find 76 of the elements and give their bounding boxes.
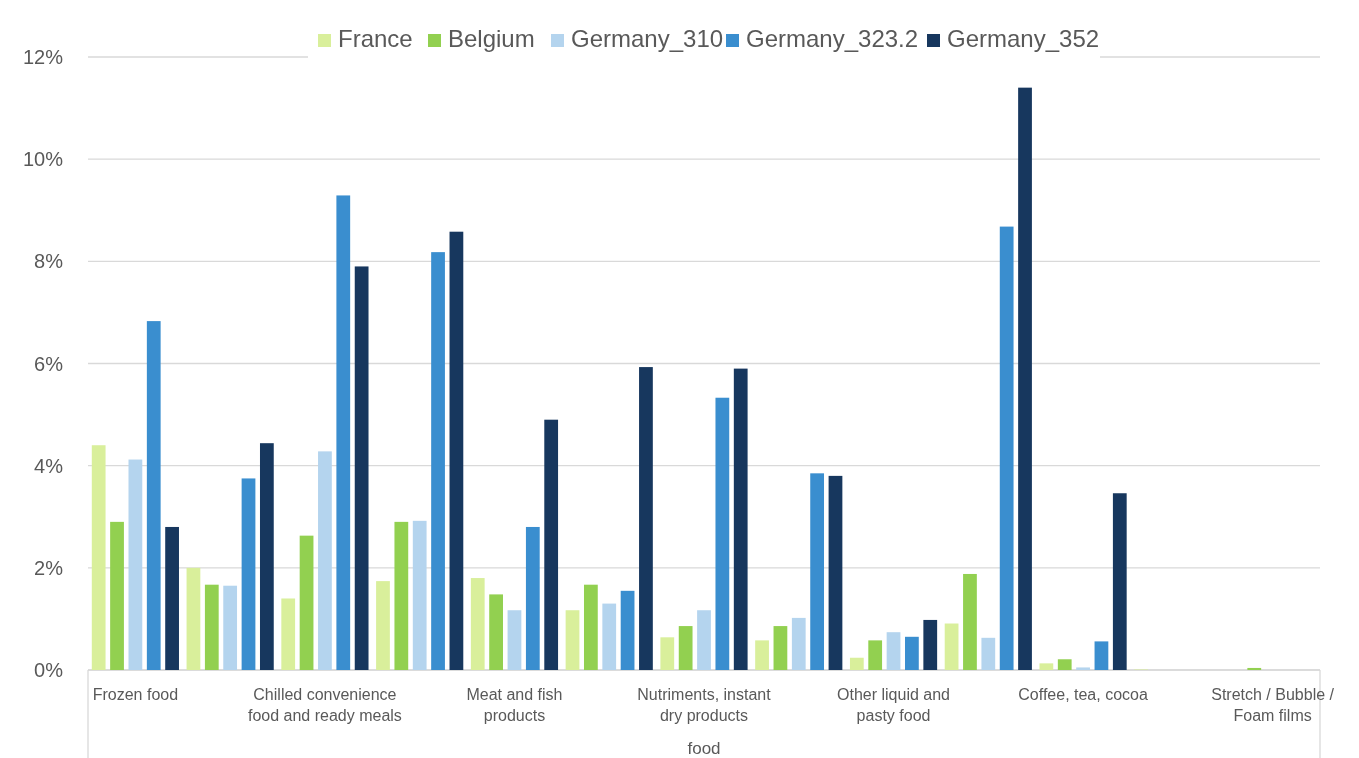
bar <box>868 640 883 670</box>
bar <box>259 443 274 670</box>
legend-label: Belgium <box>448 25 535 52</box>
bar <box>828 475 843 670</box>
bar <box>660 637 675 670</box>
bar <box>1247 667 1262 670</box>
bar <box>639 367 653 670</box>
bar <box>186 567 201 670</box>
x-axis-title: food <box>687 739 721 758</box>
bar <box>697 610 711 670</box>
bar <box>1094 641 1109 670</box>
bar <box>886 632 901 670</box>
bar <box>507 610 522 670</box>
bar <box>318 451 332 670</box>
x-tick-label: Stretch / Bubble / Foam films <box>1211 686 1335 724</box>
bar <box>905 636 919 670</box>
bar <box>1112 493 1127 670</box>
legend-label: Germany_310 <box>571 25 724 52</box>
bar <box>1076 667 1090 670</box>
bar <box>299 535 314 670</box>
bar <box>110 521 124 670</box>
bar <box>849 657 864 670</box>
y-tick-label: 4% <box>34 454 64 477</box>
bar <box>449 231 464 670</box>
bar <box>146 321 161 670</box>
bar <box>223 585 238 670</box>
y-tick-label: 2% <box>34 556 64 579</box>
bar <box>376 581 390 670</box>
bar <box>923 619 938 670</box>
bar <box>165 526 179 670</box>
bar <box>1057 659 1072 670</box>
y-tick-label: 0% <box>34 659 64 681</box>
bar <box>620 590 635 670</box>
bar <box>470 578 485 670</box>
bar <box>733 368 748 670</box>
bar <box>773 626 788 670</box>
legend-label: Germany_323.2 <box>746 25 919 52</box>
bar <box>412 520 427 670</box>
bar <box>999 226 1014 670</box>
bar <box>431 252 445 670</box>
bar <box>755 640 769 670</box>
bar <box>241 478 256 670</box>
legend-label: France <box>338 25 413 52</box>
bar <box>204 584 219 670</box>
bar <box>281 598 296 670</box>
y-tick-label: 10% <box>22 148 64 171</box>
y-tick-label: 6% <box>34 352 64 375</box>
bar <box>525 526 540 670</box>
legend-label: Germany_352 <box>947 25 1100 52</box>
x-tick-label: Nutriments, instant dry products <box>637 686 772 724</box>
bar <box>544 419 559 670</box>
bar <box>1039 663 1054 670</box>
bar <box>810 473 825 670</box>
bar <box>602 603 617 670</box>
bar <box>565 610 580 670</box>
x-tick-label: Frozen food <box>92 686 179 703</box>
bar <box>489 594 503 670</box>
x-tick-label: Meat and fish products <box>466 686 563 724</box>
bar <box>91 445 106 670</box>
bar <box>981 637 996 670</box>
bar <box>963 573 977 670</box>
bar <box>394 521 409 670</box>
bar <box>583 584 598 670</box>
bar <box>336 195 351 670</box>
y-tick-label: 12% <box>22 46 64 68</box>
bar <box>791 617 806 670</box>
bar <box>354 266 369 670</box>
bar <box>944 623 959 670</box>
x-tick-label: Chilled convenience food and ready meals <box>247 686 402 724</box>
bar <box>678 626 693 670</box>
bar <box>128 459 143 670</box>
x-tick-label: Coffee, tea, cocoa <box>1018 686 1148 703</box>
x-tick-label: Other liquid and pasty food <box>837 686 951 724</box>
bar <box>715 397 730 670</box>
bar <box>1018 87 1032 670</box>
y-tick-label: 8% <box>34 250 64 273</box>
